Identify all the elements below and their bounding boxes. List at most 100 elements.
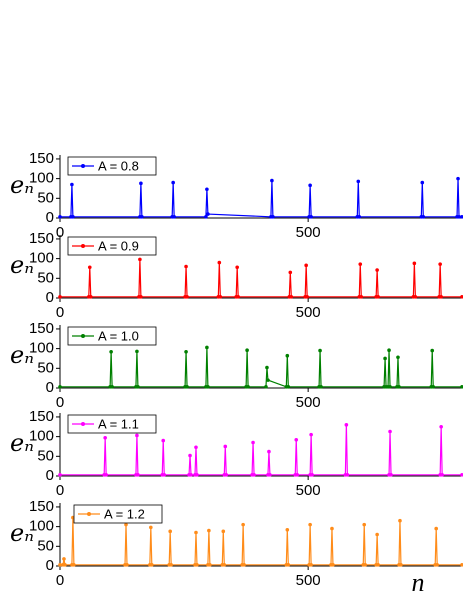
data-point bbox=[184, 349, 188, 354]
data-point bbox=[304, 263, 308, 268]
data-point bbox=[376, 563, 380, 567]
x-tick-label: 500 bbox=[296, 304, 321, 321]
data-point bbox=[236, 295, 240, 299]
y-tick-label: 0 bbox=[46, 557, 54, 574]
data-point bbox=[413, 295, 418, 299]
data-point bbox=[218, 295, 223, 299]
y-tick-label: 0 bbox=[46, 467, 54, 484]
data-point bbox=[125, 563, 129, 567]
y-tick-label: 50 bbox=[37, 537, 54, 554]
data-point bbox=[310, 473, 314, 477]
y-tick-label: 100 bbox=[29, 428, 54, 445]
legend-label: A = 1.1 bbox=[98, 416, 139, 431]
data-point bbox=[286, 563, 291, 567]
data-point bbox=[265, 365, 269, 370]
data-point bbox=[235, 265, 239, 270]
y-tick-label: 50 bbox=[37, 447, 54, 464]
data-point bbox=[376, 295, 380, 299]
data-point bbox=[288, 270, 293, 275]
y-tick-label: 0 bbox=[46, 289, 54, 306]
x-tick-label: 0 bbox=[56, 482, 64, 499]
data-point bbox=[344, 423, 349, 427]
data-point bbox=[434, 526, 438, 531]
data-point bbox=[294, 437, 299, 442]
data-point bbox=[71, 215, 75, 219]
data-point bbox=[308, 522, 312, 527]
data-point bbox=[430, 348, 435, 353]
data-point bbox=[319, 385, 323, 389]
data-point bbox=[295, 473, 300, 477]
data-point bbox=[162, 473, 167, 477]
data-point bbox=[204, 215, 208, 219]
data-point bbox=[140, 215, 144, 219]
legend-box bbox=[67, 414, 157, 434]
data-point bbox=[161, 438, 166, 443]
y-axis-label: eₙ bbox=[10, 341, 34, 369]
y-axis-label: eₙ bbox=[10, 251, 34, 279]
legend-box bbox=[73, 504, 163, 524]
data-point bbox=[205, 187, 209, 192]
data-point bbox=[188, 453, 192, 458]
legend-marker bbox=[87, 512, 91, 516]
data-point bbox=[149, 525, 153, 530]
data-point bbox=[109, 349, 113, 354]
y-tick-label: 0 bbox=[46, 209, 54, 226]
series-line bbox=[60, 517, 462, 566]
legend-marker bbox=[81, 244, 85, 248]
legend-label: A = 0.8 bbox=[98, 158, 139, 173]
data-point bbox=[460, 295, 463, 299]
data-point bbox=[223, 444, 228, 449]
legend-label: A = 0.9 bbox=[98, 238, 139, 253]
data-point bbox=[58, 295, 62, 299]
data-point bbox=[58, 385, 62, 389]
data-point bbox=[356, 179, 361, 184]
data-point bbox=[241, 522, 245, 527]
data-point bbox=[359, 295, 364, 299]
data-point bbox=[205, 345, 209, 350]
data-point bbox=[62, 557, 66, 561]
data-point bbox=[398, 518, 402, 523]
data-point bbox=[397, 385, 401, 389]
x-tick-label: 0 bbox=[56, 224, 64, 241]
y-axis-label: eₙ bbox=[10, 429, 34, 457]
data-point bbox=[136, 385, 140, 389]
x-tick-label: 500 bbox=[296, 224, 321, 241]
data-point bbox=[440, 473, 444, 477]
x-tick-label: 500 bbox=[296, 394, 321, 411]
data-point bbox=[206, 212, 210, 216]
data-point bbox=[286, 385, 291, 389]
data-point bbox=[270, 178, 274, 183]
data-point bbox=[242, 563, 246, 567]
y-tick-label: 50 bbox=[37, 359, 54, 376]
data-point bbox=[246, 385, 250, 389]
y-tick-label: 100 bbox=[29, 518, 54, 535]
data-point bbox=[185, 295, 189, 299]
data-point bbox=[252, 473, 256, 477]
legend-marker bbox=[81, 422, 85, 426]
data-point bbox=[375, 268, 379, 272]
data-point bbox=[58, 563, 62, 567]
data-point bbox=[345, 473, 350, 477]
y-axis-label: eₙ bbox=[10, 171, 34, 199]
data-point bbox=[72, 563, 76, 567]
data-point bbox=[388, 385, 392, 389]
series-line bbox=[60, 347, 462, 388]
data-point bbox=[63, 563, 67, 567]
data-point bbox=[87, 265, 92, 270]
data-point bbox=[375, 532, 379, 537]
data-point bbox=[331, 563, 335, 567]
data-point bbox=[189, 473, 193, 477]
y-tick-label: 150 bbox=[29, 498, 54, 515]
data-point bbox=[195, 563, 199, 567]
data-point bbox=[171, 180, 175, 185]
series-line bbox=[60, 178, 462, 218]
data-point bbox=[388, 429, 392, 434]
data-point bbox=[363, 563, 368, 567]
data-point bbox=[139, 295, 143, 299]
data-point bbox=[439, 295, 443, 299]
data-point bbox=[103, 436, 107, 440]
data-point bbox=[135, 349, 139, 354]
y-tick-label: 0 bbox=[46, 379, 54, 396]
data-point bbox=[421, 215, 426, 219]
data-point bbox=[460, 473, 463, 477]
